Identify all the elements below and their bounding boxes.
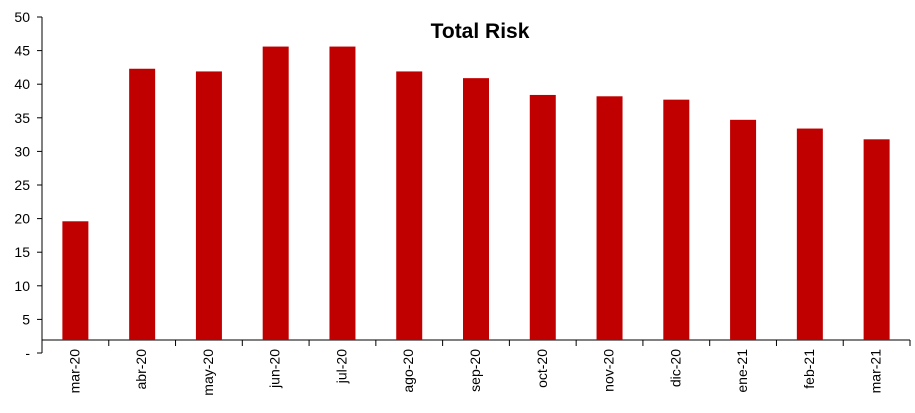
y-tick-label: 30: [14, 143, 30, 159]
x-tick-label: ene-21: [734, 349, 750, 393]
bar-mar-20: [62, 221, 89, 340]
x-tick-label: dic-20: [667, 349, 683, 387]
x-tick-label: sep-20: [467, 349, 483, 392]
x-tick-label: feb-21: [801, 349, 817, 389]
x-tick-label: abr-20: [133, 349, 149, 390]
bar-jul-20: [329, 46, 356, 341]
bar-jun-20: [262, 46, 289, 341]
x-tick-label: mar-20: [66, 349, 82, 394]
x-tick-label: oct-20: [534, 349, 550, 388]
x-tick-label: nov-20: [601, 349, 617, 392]
y-tick-label: 35: [14, 110, 30, 126]
bar-feb-21: [796, 128, 823, 340]
x-axis: mar-20 abr-20 may-20 jun-20 jul-20 ago-20 sep-…: [41, 339, 911, 396]
bars: [62, 46, 890, 341]
bar-nov-20: [596, 96, 623, 341]
y-tick-label: 10: [14, 278, 30, 294]
bar-ago-20: [396, 71, 423, 340]
y-tick-label: 50: [14, 9, 30, 25]
y-tick-label: 5: [22, 311, 30, 327]
x-tick-label: mar-21: [868, 349, 884, 394]
bar-mar-21: [863, 139, 890, 340]
y-tick-label: 40: [14, 76, 30, 92]
x-tick-label: ago-20: [400, 349, 416, 393]
bar-may-20: [195, 71, 222, 340]
x-tick-label: may-20: [200, 349, 216, 396]
y-tick-label: 15: [14, 244, 30, 260]
x-tick-label: jun-20: [267, 349, 283, 389]
x-tick-label: jul-20: [333, 349, 349, 384]
bar-abr-20: [129, 68, 156, 340]
bar-oct-20: [529, 94, 556, 341]
chart-title: Total Risk: [431, 20, 530, 43]
bar-dic-20: [663, 99, 690, 340]
y-axis: - 5 10 15 20 25 30 35 40 45 50: [14, 9, 43, 361]
bar-sep-20: [463, 78, 489, 340]
y-tick-label: 20: [14, 211, 30, 227]
y-tick-label: -: [25, 345, 30, 361]
y-tick-label: 25: [14, 177, 30, 193]
bar-ene-21: [730, 119, 757, 340]
y-tick-label: 45: [14, 43, 30, 59]
